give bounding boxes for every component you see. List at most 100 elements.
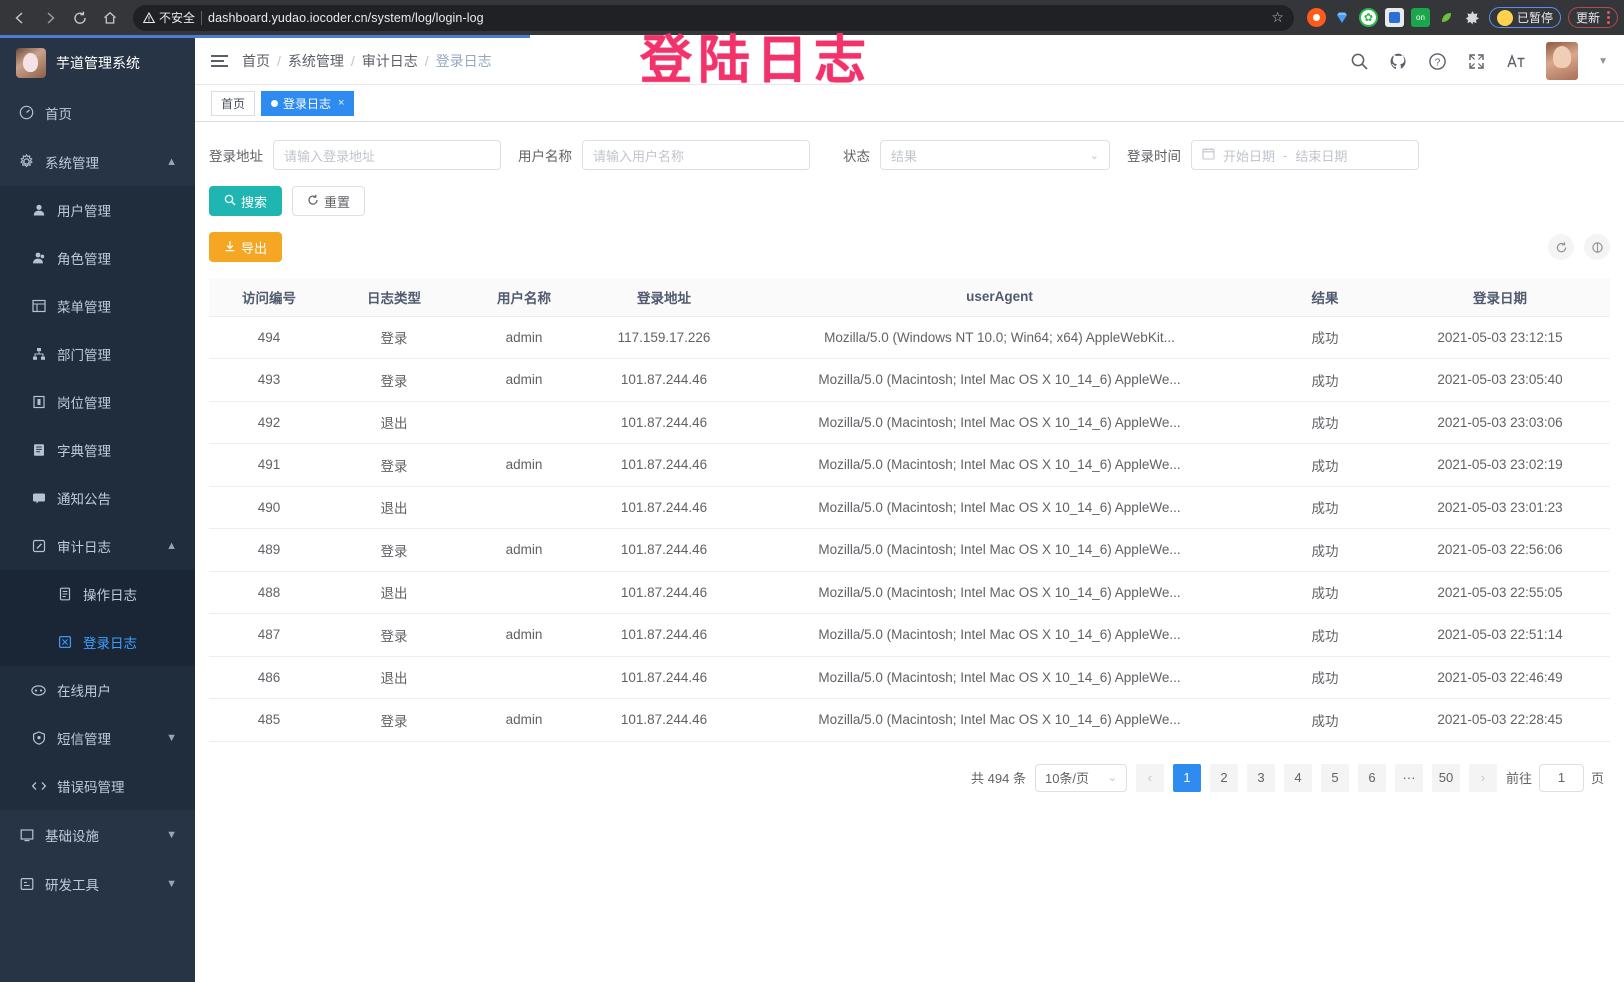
page-button-···[interactable]: ··· [1394,763,1423,792]
page-button-50[interactable]: 50 [1431,763,1460,792]
gear-puzzle-icon[interactable] [1463,8,1482,27]
back-arrow-icon[interactable] [6,4,34,32]
breadcrumb-item-1[interactable]: 系统管理 [287,53,344,69]
column-header-id[interactable]: 访问编号 [209,278,329,317]
table-row[interactable]: 490 退出 101.87.244.46 Mozilla/5.0 (Macintosh… [209,486,1610,529]
page-button-4[interactable]: 4 [1283,763,1312,792]
reload-icon[interactable] [66,4,94,32]
page-button-1[interactable]: 1 [1172,763,1201,792]
close-icon[interactable]: × [338,97,345,109]
breadcrumb-item-0[interactable]: 首页 [242,53,270,69]
hamburger-icon[interactable] [211,55,228,67]
sidebar-item-error-code[interactable]: 错误码管理 [0,762,195,810]
jump-page-input[interactable]: 1 [1538,763,1584,792]
table-row[interactable]: 486 退出 101.87.244.46 Mozilla/5.0 (Macintosh… [209,656,1610,699]
page-button-3[interactable]: 3 [1246,763,1275,792]
font-size-icon[interactable] [1506,52,1526,71]
column-header-ip[interactable]: 登录地址 [589,278,739,317]
export-button[interactable]: 导出 [209,232,283,262]
tab-login-log[interactable]: 登录日志 × [261,90,355,116]
github-icon[interactable] [1389,52,1408,71]
login-time-daterange[interactable]: 开始日期 - 结束日期 [1191,140,1419,170]
table-row[interactable]: 491 登录 admin 101.87.244.46 Mozilla/5.0 (Maci… [209,443,1610,487]
table-row[interactable]: 489 登录 admin 101.87.244.46 Mozilla/5.0 (Maci… [209,528,1610,572]
cell-ip: 101.87.244.46 [589,528,739,572]
cell-id: 487 [209,613,329,657]
user-name-input[interactable]: 请输入用户名称 [582,140,810,170]
columns-round-icon[interactable] [1584,234,1610,260]
sidebar-item-dev-tools[interactable]: 研发工具 ▼ [0,859,195,908]
filter-user-name: 用户名称 请输入用户名称 [518,140,810,170]
page-button-6[interactable]: 6 [1357,763,1386,792]
next-page-button[interactable]: › [1468,763,1497,792]
extension-paused-pill[interactable]: 已暂停 [1488,7,1561,28]
sidebar-item-home[interactable]: 首页 [0,88,195,137]
cell-result: 成功 [1260,316,1390,359]
cell-useragent: Mozilla/5.0 (Macintosh; Intel Mac OS X 1… [739,401,1260,444]
sidebar-item-infrastructure[interactable]: 基础设施 ▼ [0,810,195,859]
on-switch-icon[interactable]: on [1410,8,1430,27]
sidebar-item-login-log[interactable]: 登录日志 [0,618,195,666]
bookmark-star-icon[interactable]: ☆ [1271,9,1284,25]
reset-button-label: 重置 [324,194,351,210]
cell-useragent: Mozilla/5.0 (Windows NT 10.0; Win64; x64… [739,316,1260,359]
sidebar-item-online-users[interactable]: 在线用户 [0,666,195,714]
orange-circle-icon[interactable] [1306,8,1326,27]
page-size-select[interactable]: 10条/页 ⌄ [1034,763,1127,792]
blue-note-icon[interactable] [1384,8,1404,27]
filter-bar: 登录地址 请输入登录地址 用户名称 请输入用户名称 状态 [195,122,1624,170]
column-header-user[interactable]: 用户名称 [459,278,589,317]
sidebar-item-audit-log[interactable]: 审计日志 ▲ [0,522,195,570]
table-row[interactable]: 494 登录 admin 117.159.17.226 Mozilla/5.0 (Win… [209,316,1610,359]
page-button-2[interactable]: 2 [1209,763,1238,792]
fullscreen-icon[interactable] [1467,52,1486,71]
cell-date: 2021-05-03 23:02:19 [1390,443,1610,487]
reset-button[interactable]: 重置 [292,186,366,216]
address-bar[interactable]: 不安全 dashboard.yudao.iocoder.cn/system/lo… [133,4,1294,31]
column-header-useragent[interactable]: userAgent [739,278,1260,317]
search-icon[interactable] [1350,52,1369,71]
refresh-round-icon[interactable] [1548,234,1574,260]
sidebar-item-roles[interactable]: 角色管理 [0,234,195,282]
sidebar-item-posts[interactable]: 岗位管理 [0,378,195,426]
sidebar-item-departments[interactable]: 部门管理 [0,330,195,378]
sidebar-logo[interactable]: 芋道管理系统 [0,38,195,88]
search-button[interactable]: 搜索 [209,186,283,216]
page-button-5[interactable]: 5 [1320,763,1349,792]
gear-icon [18,154,35,169]
green-leaf-icon[interactable] [1437,8,1456,27]
forward-arrow-icon[interactable] [36,4,64,32]
table-row[interactable]: 487 登录 admin 101.87.244.46 Mozilla/5.0 (Maci… [209,613,1610,657]
column-header-date[interactable]: 登录日期 [1390,278,1610,317]
sidebar-item-users[interactable]: 用户管理 [0,186,195,234]
breadcrumb-item-2[interactable]: 审计日志 [361,53,418,69]
table-row[interactable]: 485 登录 admin 101.87.244.46 Mozilla/5.0 (Maci… [209,698,1610,742]
sidebar-item-operation-log[interactable]: 操作日志 [0,570,195,618]
sidebar-item-menus[interactable]: 菜单管理 [0,282,195,330]
tab-home[interactable]: 首页 [211,90,256,116]
help-icon[interactable]: ? [1428,52,1447,71]
cell-date: 2021-05-03 22:56:06 [1390,528,1610,572]
chevron-down-icon[interactable]: ▼ [1598,55,1608,67]
table-row[interactable]: 493 登录 admin 101.87.244.46 Mozilla/5.0 (Maci… [209,358,1610,402]
green-wechat-icon[interactable]: ✿ [1358,8,1378,27]
prev-page-button[interactable]: ‹ [1135,763,1164,792]
column-header-type[interactable]: 日志类型 [329,278,459,317]
home-icon[interactable] [96,4,124,32]
table-row[interactable]: 492 退出 101.87.244.46 Mozilla/5.0 (Macintosh… [209,401,1610,444]
user-avatar[interactable] [1546,42,1579,80]
diamond-icon[interactable] [1333,8,1352,27]
column-header-result[interactable]: 结果 [1260,278,1390,317]
login-address-input[interactable]: 请输入登录地址 [273,140,501,170]
cell-user: admin [459,613,589,657]
sidebar-item-notice[interactable]: 通知公告 [0,474,195,522]
sidebar-item-dict[interactable]: 字典管理 [0,426,195,474]
sidebar-item-system[interactable]: 系统管理 ▲ [0,137,195,186]
status-select[interactable]: 结果 ⌄ [880,140,1110,170]
kebab-menu-icon[interactable] [1607,11,1610,24]
sidebar-item-sms[interactable]: 短信管理 ▼ [0,714,195,762]
sidebar-item-label: 首页 [45,106,72,122]
table-row[interactable]: 488 退出 101.87.244.46 Mozilla/5.0 (Macintosh… [209,571,1610,614]
cell-type: 登录 [329,316,459,359]
update-button[interactable]: 更新 [1567,7,1618,28]
